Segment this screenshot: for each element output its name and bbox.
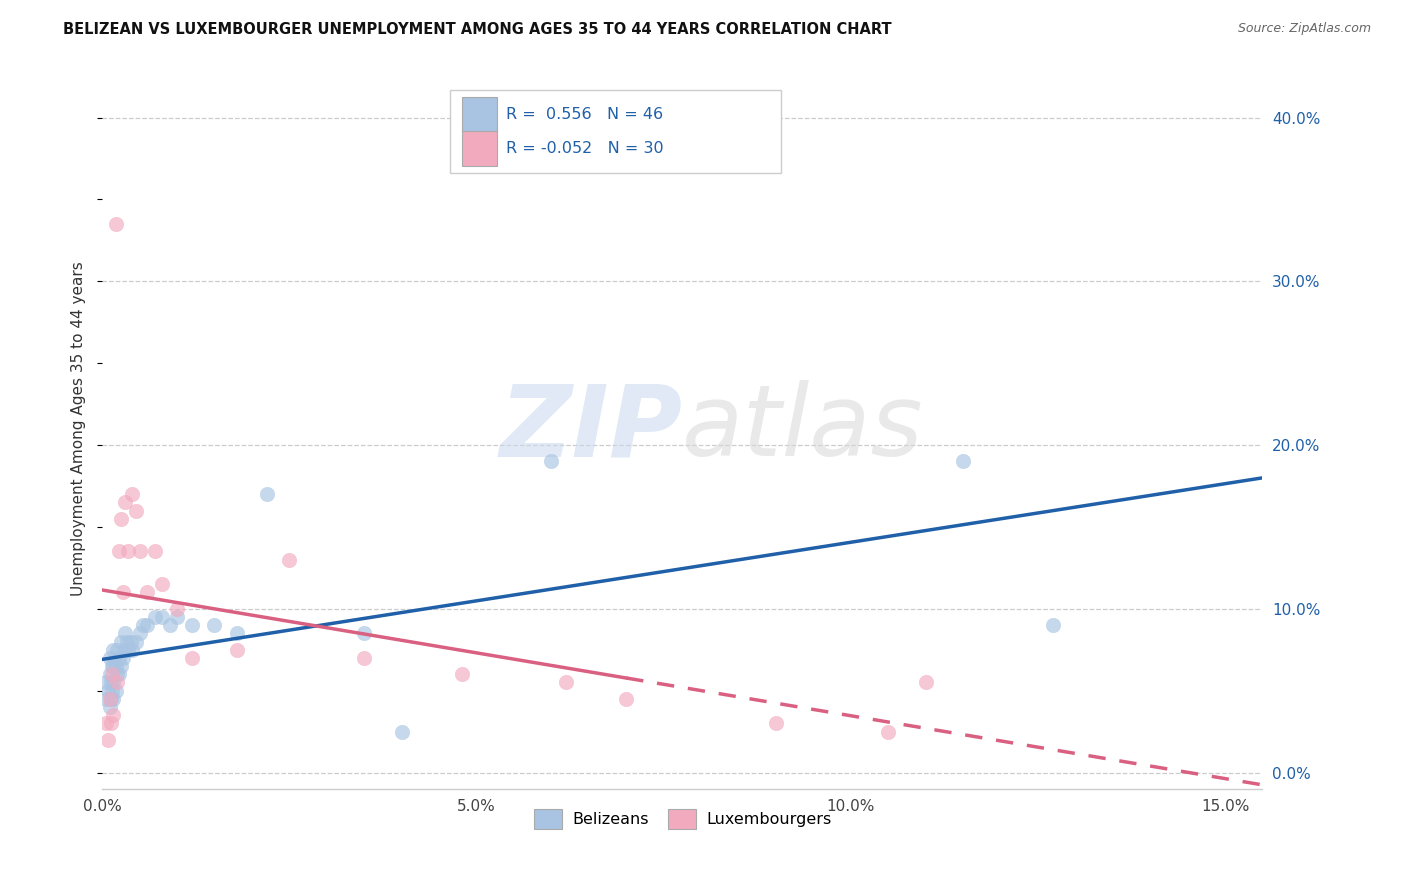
Point — [112, 585, 135, 599]
Point — [101, 683, 124, 698]
Point — [94, 675, 117, 690]
Point — [226, 642, 249, 657]
Point — [114, 626, 136, 640]
Point — [353, 626, 375, 640]
Point — [181, 618, 204, 632]
Point — [450, 667, 472, 681]
Point — [150, 610, 173, 624]
Point — [226, 626, 249, 640]
Point — [136, 585, 159, 599]
Text: R = -0.052   N = 30: R = -0.052 N = 30 — [506, 141, 664, 156]
Point — [104, 217, 127, 231]
Point — [159, 618, 181, 632]
Point — [104, 683, 127, 698]
Point — [105, 667, 128, 681]
Point — [105, 642, 128, 657]
Point — [117, 544, 139, 558]
Point — [143, 544, 166, 558]
Point — [121, 487, 143, 501]
Point — [128, 544, 150, 558]
Point — [117, 642, 139, 657]
Point — [132, 618, 155, 632]
Point — [103, 708, 125, 723]
Legend: Belizeans, Luxembourgers: Belizeans, Luxembourgers — [527, 803, 838, 835]
Point — [101, 667, 124, 681]
Point — [98, 700, 121, 714]
Point — [110, 512, 132, 526]
FancyBboxPatch shape — [450, 90, 780, 173]
Point — [97, 732, 120, 747]
Point — [353, 651, 375, 665]
Point — [614, 691, 637, 706]
Point — [914, 675, 936, 690]
Point — [100, 691, 122, 706]
Point — [98, 667, 121, 681]
Point — [877, 724, 900, 739]
Point — [112, 651, 135, 665]
Point — [97, 683, 120, 698]
Point — [1042, 618, 1064, 632]
Text: BELIZEAN VS LUXEMBOURGER UNEMPLOYMENT AMONG AGES 35 TO 44 YEARS CORRELATION CHAR: BELIZEAN VS LUXEMBOURGER UNEMPLOYMENT AM… — [63, 22, 891, 37]
Point — [125, 503, 148, 517]
Point — [94, 716, 117, 731]
Point — [98, 651, 121, 665]
Text: Source: ZipAtlas.com: Source: ZipAtlas.com — [1237, 22, 1371, 36]
Point — [121, 642, 143, 657]
Point — [107, 651, 129, 665]
Point — [204, 618, 226, 632]
Point — [150, 577, 173, 591]
Point — [181, 651, 204, 665]
Point — [103, 642, 125, 657]
Point — [136, 618, 159, 632]
Point — [98, 691, 121, 706]
Point — [103, 659, 125, 673]
Point — [107, 544, 129, 558]
Point — [103, 691, 125, 706]
Point — [94, 691, 117, 706]
Point — [765, 716, 787, 731]
Point — [107, 667, 129, 681]
Point — [105, 675, 128, 690]
Text: ZIP: ZIP — [499, 380, 682, 477]
Point — [100, 716, 122, 731]
FancyBboxPatch shape — [463, 97, 496, 132]
Text: R =  0.556   N = 46: R = 0.556 N = 46 — [506, 107, 664, 122]
Point — [125, 634, 148, 648]
Point — [952, 454, 974, 468]
Text: atlas: atlas — [682, 380, 924, 477]
Point — [110, 634, 132, 648]
Point — [114, 642, 136, 657]
Point — [120, 634, 142, 648]
Point — [143, 610, 166, 624]
Point — [101, 659, 124, 673]
Point — [166, 601, 188, 615]
Point — [104, 659, 127, 673]
Point — [166, 610, 188, 624]
Point — [256, 487, 278, 501]
Point — [128, 626, 150, 640]
Point — [115, 634, 138, 648]
FancyBboxPatch shape — [463, 131, 496, 166]
Point — [110, 659, 132, 673]
Point — [103, 675, 125, 690]
Point — [391, 724, 413, 739]
Point — [114, 495, 136, 509]
Point — [278, 552, 301, 566]
Point — [100, 675, 122, 690]
Point — [555, 675, 578, 690]
Y-axis label: Unemployment Among Ages 35 to 44 years: Unemployment Among Ages 35 to 44 years — [72, 261, 86, 596]
Point — [540, 454, 562, 468]
